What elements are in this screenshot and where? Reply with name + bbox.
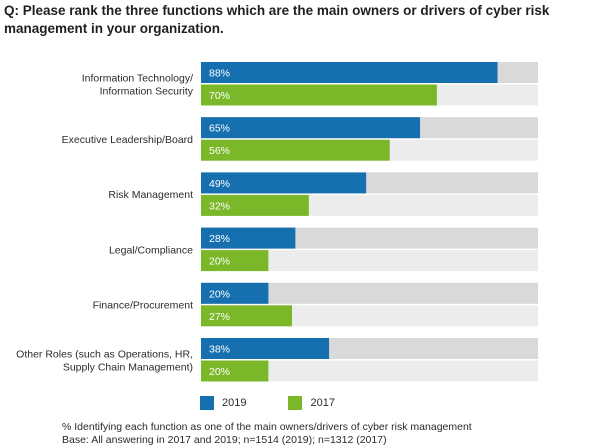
question-title: Q: Please rank the three functions which…: [4, 3, 550, 36]
footnote-line-1: % Identifying each function as one of th…: [62, 421, 472, 433]
bar-2017: [201, 360, 269, 382]
category-label: Finance/Procurement: [93, 300, 193, 312]
category-label: Information Technology/: [82, 72, 193, 84]
bar-2017: [201, 194, 309, 216]
bar-2017: [201, 84, 437, 106]
bar-value-label-2019: 20%: [209, 288, 230, 300]
category-label: Legal/Compliance: [109, 244, 193, 256]
bar-2017: [201, 139, 390, 161]
bar-value-label-2017: 32%: [209, 200, 230, 212]
bar-2019: [201, 282, 269, 304]
bar-2019: [201, 62, 498, 83]
legend-item-2019: 2019: [200, 396, 246, 410]
bar-value-label-2019: 38%: [209, 344, 230, 356]
category-label: Other Roles (such as Operations, HR,: [16, 348, 193, 360]
legend-label-2019: 2019: [222, 397, 247, 409]
bar-value-label-2017: 20%: [209, 256, 230, 268]
bar-2017: [201, 305, 292, 327]
bar-value-label-2019: 28%: [209, 233, 230, 245]
bar-value-label-2019: 88%: [209, 68, 230, 80]
bar-value-label-2019: 65%: [209, 123, 230, 135]
bar-2019: [201, 227, 296, 249]
bar-2019: [201, 338, 330, 359]
legend-label-2017: 2017: [310, 397, 335, 409]
bar-value-label-2017: 56%: [209, 145, 230, 157]
bar-2019: [201, 172, 367, 194]
category-label: Supply Chain Management): [63, 361, 193, 373]
category-label: Information Security: [100, 85, 194, 97]
bar-value-label-2017: 70%: [209, 90, 230, 102]
category-label: Risk Management: [108, 189, 193, 201]
bar-2019: [201, 117, 421, 139]
bar-track-2017: [201, 360, 538, 382]
category-label: Executive Leadership/Board: [62, 134, 193, 146]
legend: 2019 2017: [200, 396, 377, 410]
legend-swatch-2019: [200, 396, 214, 410]
bar-value-label-2017: 20%: [209, 366, 230, 378]
legend-item-2017: 2017: [288, 396, 335, 410]
bar-2017: [201, 250, 269, 272]
bar-value-label-2017: 27%: [209, 311, 230, 323]
bar-track-2017: [201, 250, 538, 272]
footnote-line-2: Base: All answering in 2017 and 2019; n=…: [62, 434, 387, 446]
legend-swatch-2017: [288, 396, 303, 410]
bar-track-2019: [201, 282, 538, 304]
bar-chart: Information Technology/Information Secur…: [16, 62, 538, 382]
bar-value-label-2019: 49%: [209, 178, 230, 190]
footnote: % Identifying each function as one of th…: [62, 421, 472, 447]
